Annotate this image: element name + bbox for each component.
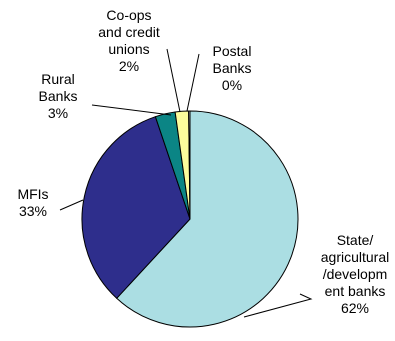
leader-line-postal <box>186 53 200 112</box>
slice-percent-state: 62% <box>341 300 369 316</box>
slice-label-mfis: MFIs 33% <box>17 186 48 219</box>
slice-label-state: State/agricultural/developm ent banks 62% <box>321 232 389 316</box>
slice-percent-mfis: 33% <box>19 203 47 219</box>
slice-label-postal: Postal Banks 0% <box>213 43 252 93</box>
slice-percent-coops: 2% <box>119 58 139 74</box>
pie-slice-postal <box>188 110 191 220</box>
slice-label-coops: Co-ops and credit unions 2% <box>98 7 160 74</box>
leader-line-mfis <box>59 199 84 211</box>
slice-label-line: Co-ops <box>106 7 151 23</box>
leader-line-coops <box>166 48 181 113</box>
slice-labels: State/agricultural/developm ent banks 62% M… <box>17 7 389 316</box>
slice-label-rural: Rural Banks 3% <box>39 71 78 121</box>
slice-label-line: agricultural <box>321 249 389 265</box>
pie-slice-mfis <box>81 116 191 300</box>
slice-label-line: ent banks <box>325 283 386 299</box>
leader-line-state <box>243 293 313 318</box>
slice-label-line: Banks <box>213 60 252 76</box>
slice-label-line: Rural <box>41 71 74 87</box>
slice-label-line: /developm <box>323 266 388 282</box>
slice-label-line: MFIs <box>17 186 48 202</box>
slice-label-line: Banks <box>39 88 78 104</box>
slice-percent-rural: 3% <box>48 105 68 121</box>
slice-label-line: Postal <box>213 43 252 59</box>
leader-line-rural <box>91 104 172 116</box>
pie-slice-state <box>115 110 299 328</box>
slice-label-line: State/ <box>337 232 374 248</box>
leader-lines <box>59 48 313 318</box>
slice-label-line: and credit <box>98 24 160 40</box>
slice-percent-postal: 0% <box>222 77 242 93</box>
slice-label-line: unions <box>108 41 149 57</box>
pie-slices <box>81 110 299 328</box>
